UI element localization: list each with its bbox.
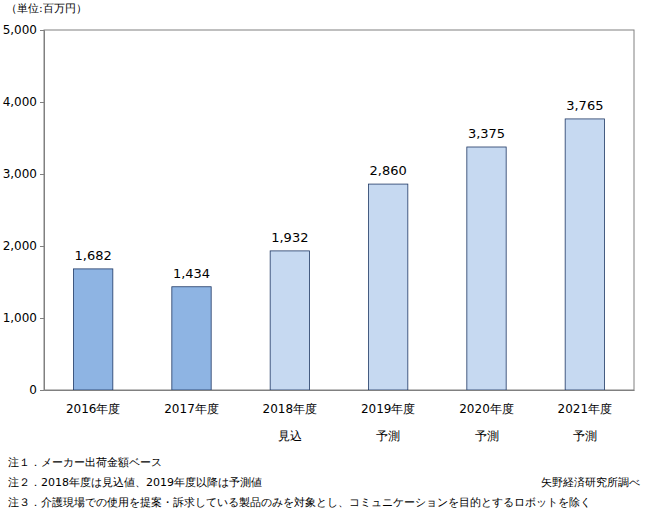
y-tick-mark xyxy=(40,102,44,103)
note: 注２．2018年度は見込値、2019年度以降は予測値 xyxy=(8,476,262,489)
data-label: 3,765 xyxy=(566,98,603,113)
data-label: 2,860 xyxy=(370,163,407,178)
x-sublabel: 見込 xyxy=(278,429,302,443)
y-tick: 2,000 xyxy=(3,239,44,253)
y-tick: 4,000 xyxy=(3,95,44,109)
x-tick-label: 2016年度 xyxy=(66,402,121,416)
unit-label: （単位:百万円） xyxy=(6,2,87,15)
x-tick-label: 2021年度 xyxy=(558,402,613,416)
y-tick-mark xyxy=(40,30,44,31)
data-label: 1,932 xyxy=(271,230,308,245)
x-tick: 2016年度 xyxy=(66,402,121,416)
x-tick-label: 2018年度 xyxy=(263,402,318,416)
x-tick-label: 2017年度 xyxy=(164,402,219,416)
data-label: 1,434 xyxy=(173,266,210,281)
bar xyxy=(172,287,211,390)
note: 注３．介護現場での使用を提案・訴求している製品のみを対象とし、コミュニケーション… xyxy=(8,496,591,509)
x-tick: 2020年度 xyxy=(459,402,514,416)
y-tick: 1,000 xyxy=(3,311,44,325)
x-tick: 2021年度 xyxy=(558,402,613,416)
data-labels: 1,682 1,434 1,932 2,860 3,375 3,765 xyxy=(75,98,604,281)
chart: 01,0002,0003,0004,0005,0002016年度2017年度20… xyxy=(0,0,646,512)
note: 注１．メーカー出荷金額ベース xyxy=(8,456,162,469)
y-tick-mark xyxy=(40,246,44,247)
x-sublabels: 見込 予測 予測 予測 xyxy=(278,429,597,443)
y-tick-label: 0 xyxy=(29,383,37,397)
x-axis-line xyxy=(45,390,635,391)
x-sublabel: 予測 xyxy=(376,429,400,443)
plot: 01,0002,0003,0004,0005,0002016年度2017年度20… xyxy=(3,23,635,443)
x-sublabel: 予測 xyxy=(475,429,499,443)
y-tick-label: 4,000 xyxy=(3,95,37,109)
plot-frame xyxy=(44,30,634,390)
data-label: 1,682 xyxy=(75,248,112,263)
x-tick: 2017年度 xyxy=(164,402,219,416)
y-tick-label: 1,000 xyxy=(3,311,37,325)
y-tick-mark xyxy=(40,174,44,175)
source: 矢野経済研究所調べ xyxy=(541,476,640,489)
bar xyxy=(565,119,604,390)
y-tick-mark xyxy=(40,318,44,319)
y-tick-label: 3,000 xyxy=(3,167,37,181)
bar xyxy=(270,251,309,390)
bar xyxy=(467,147,506,390)
y-tick-label: 5,000 xyxy=(3,23,37,37)
y-tick: 3,000 xyxy=(3,167,44,181)
x-tick: 2018年度 xyxy=(263,402,318,416)
data-label: 3,375 xyxy=(468,126,505,141)
x-axis: 2016年度 2017年度 2018年度 2019年度 2020年度 2021年度 xyxy=(45,391,635,416)
y-tick: 0 xyxy=(29,383,44,397)
y-axis: 0 1,000 2,000 3,000 4,000 5,000 xyxy=(3,23,45,397)
x-tick-label: 2020年度 xyxy=(459,402,514,416)
notes: 注１．メーカー出荷金額ベース注２．2018年度は見込値、2019年度以降は予測値… xyxy=(8,456,591,509)
x-sublabel: 予測 xyxy=(573,429,597,443)
y-tick-label: 2,000 xyxy=(3,239,37,253)
y-tick-mark xyxy=(40,390,44,391)
y-tick: 5,000 xyxy=(3,23,44,37)
y-axis-line xyxy=(40,31,45,391)
x-tick-label: 2019年度 xyxy=(361,402,416,416)
bar xyxy=(74,269,113,390)
bar xyxy=(369,184,408,390)
x-tick: 2019年度 xyxy=(361,402,416,416)
bars xyxy=(74,119,605,390)
